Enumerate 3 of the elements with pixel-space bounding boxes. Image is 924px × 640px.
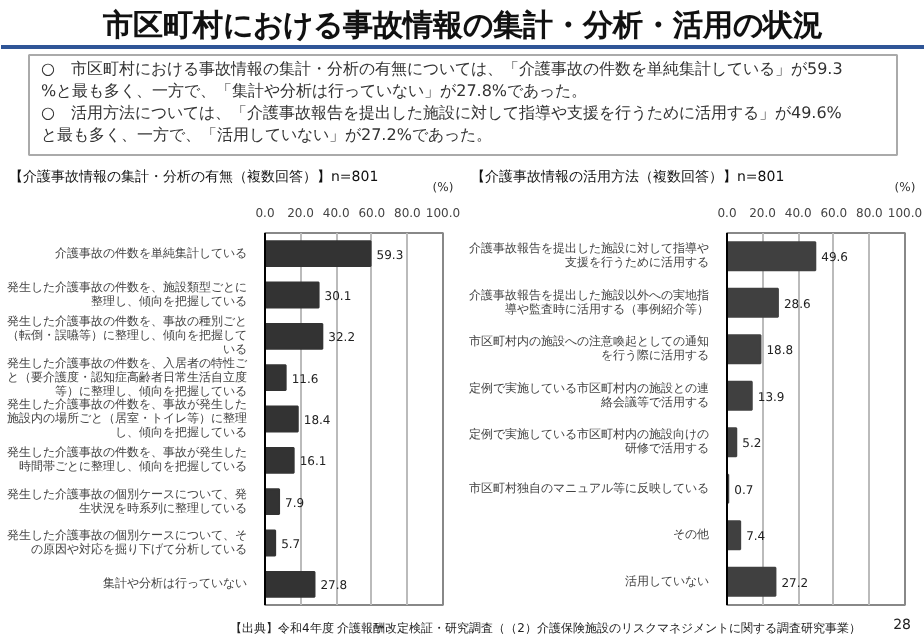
text: ○ 市区町村における事故情報の集計・分析の有無については、「介護事故の件数を単純集計している」が59.3%と最も多く、一方で、「集計や分析は行っていない」が27.8%であった。 (41, 60, 843, 100)
text: 市区町村における事故情報の集計・分析・活用の状況 (101, 7, 823, 43)
text: ○ 活用方法については、「介護事故報告を提出した施設に対して指導や支援を行うために活用する」が49.6%と最も多く、一方で、「活用していない」が27.2%であった。 (41, 104, 843, 144)
